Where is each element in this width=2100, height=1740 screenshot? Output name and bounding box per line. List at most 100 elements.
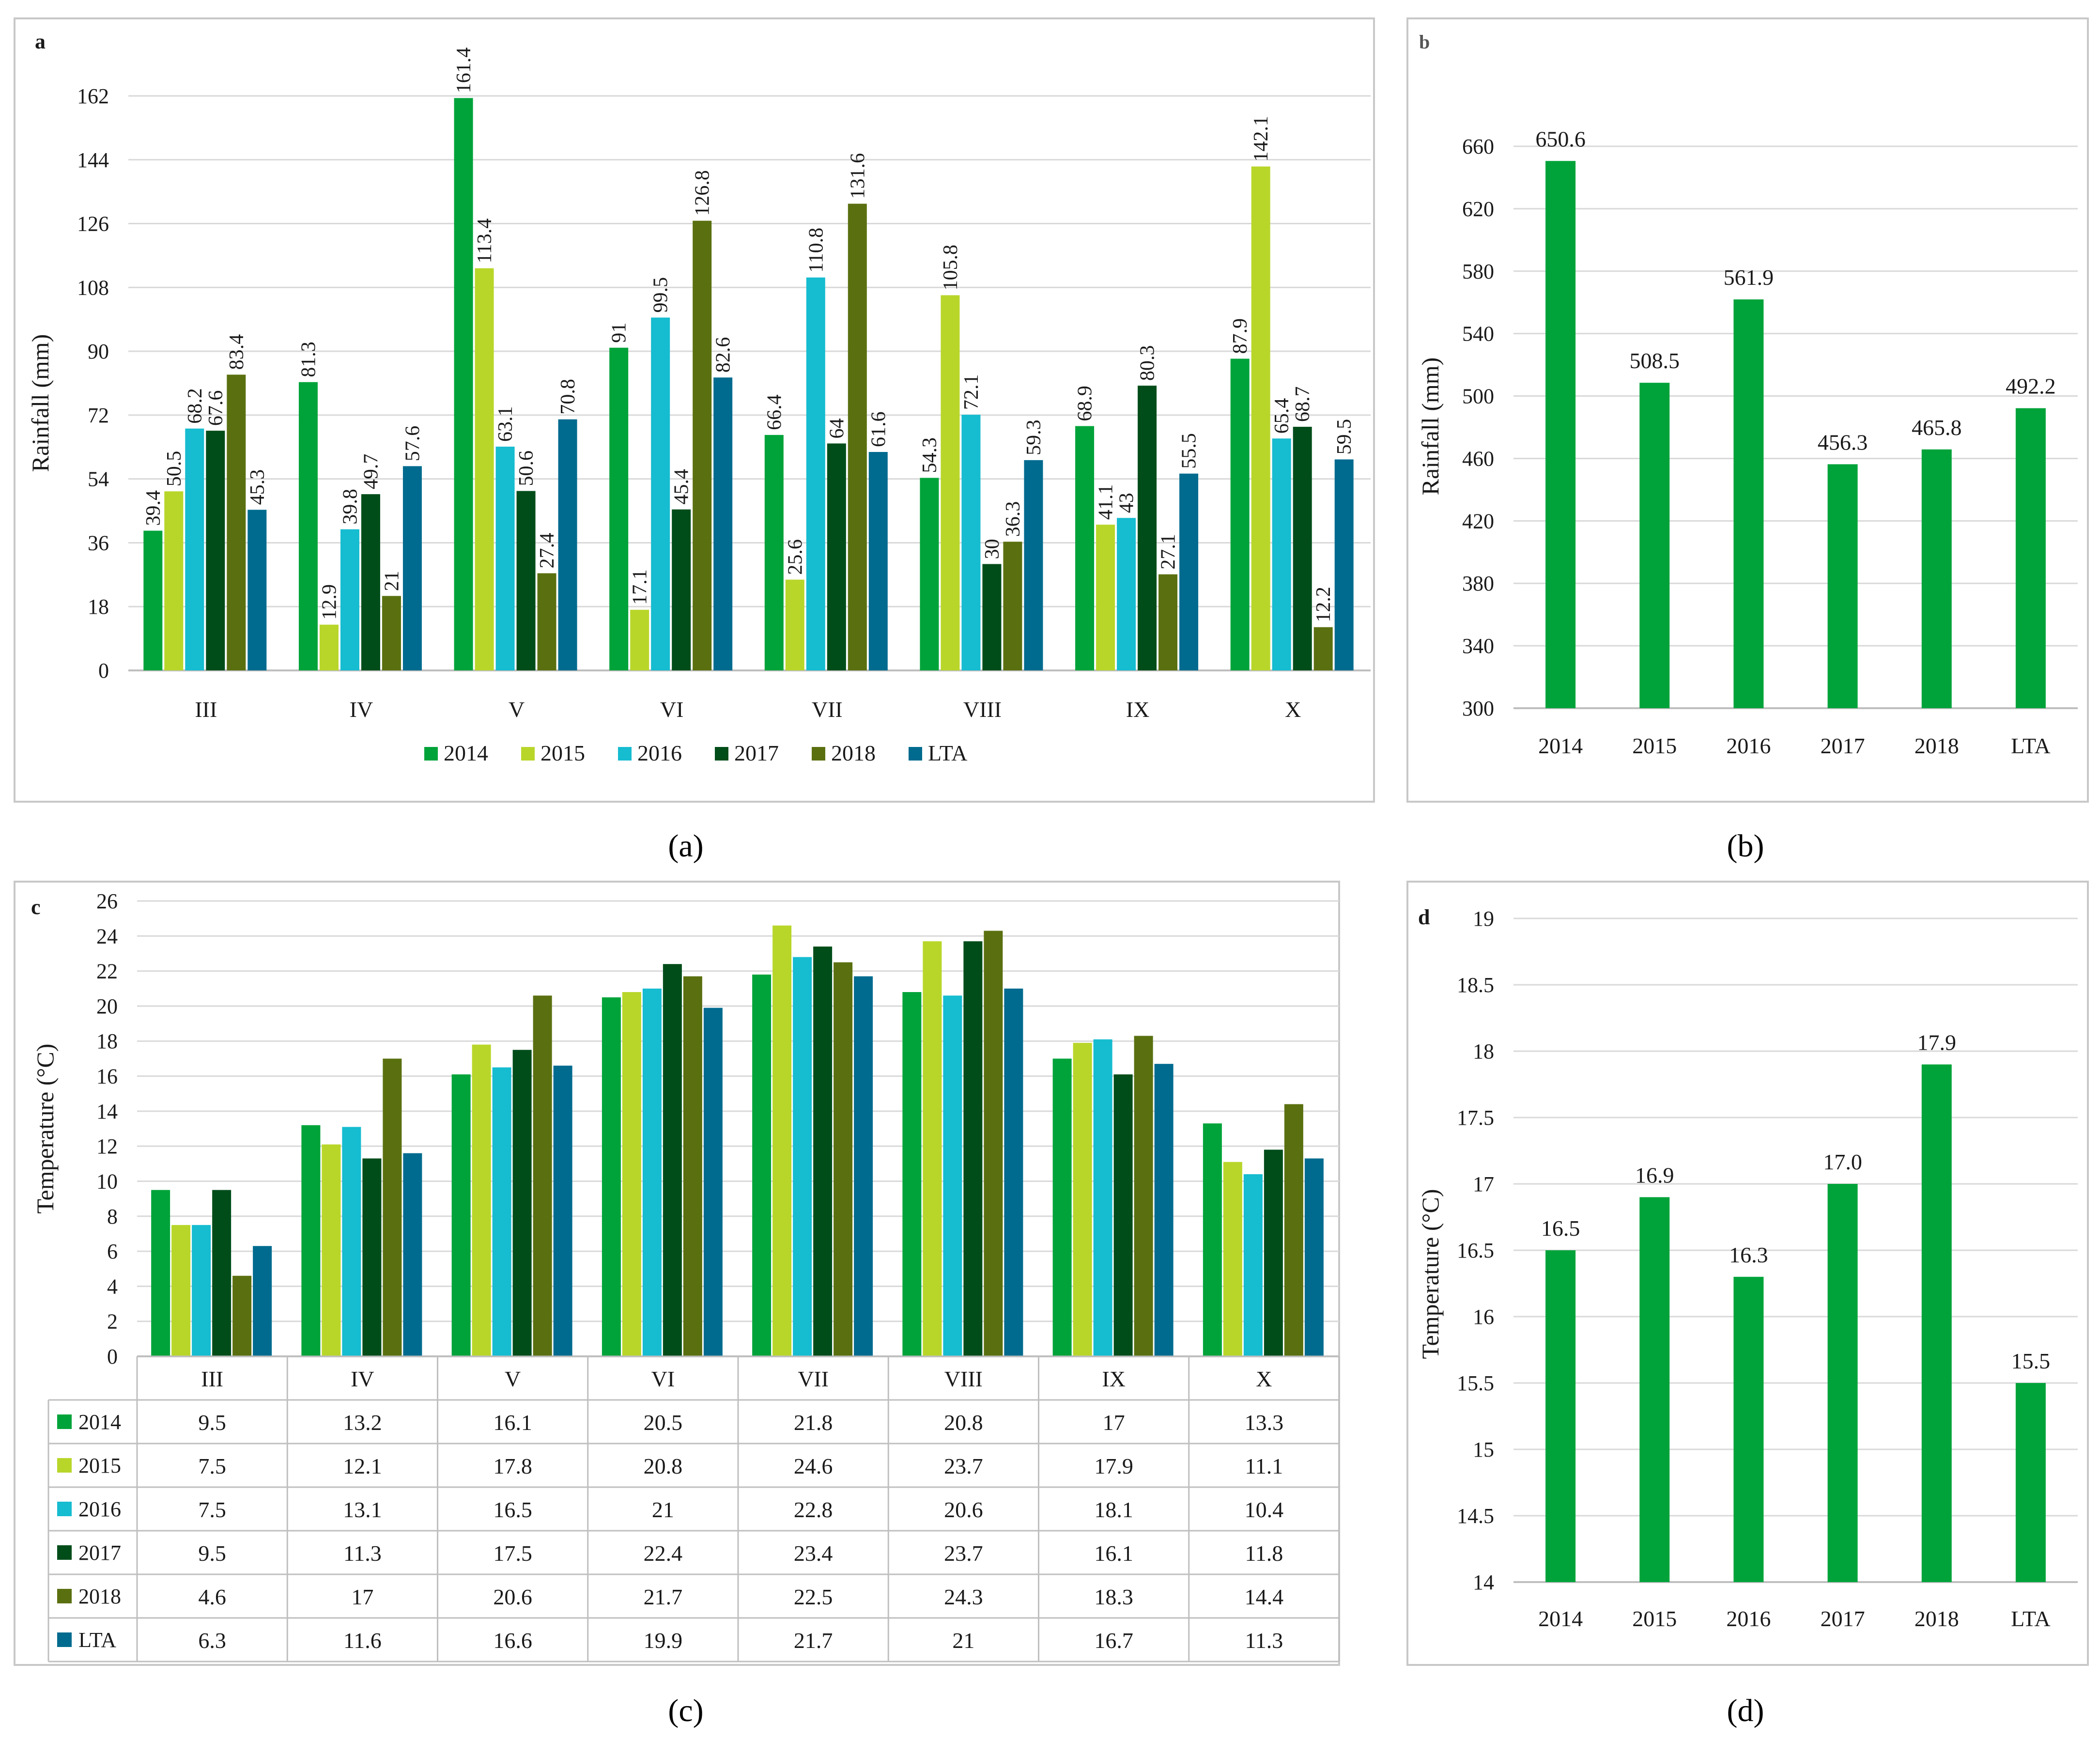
y-tick-label: 17.5 [1457, 1106, 1494, 1130]
bar-2018-iii [227, 374, 246, 670]
y-tick-label: 14 [1473, 1570, 1494, 1594]
panel-d-y-tick-labels: 14 14.5 15 15.5 16 16.5 17 17.5 18 18.5 19 [1457, 907, 1494, 1594]
table-cell: 13.1 [343, 1497, 382, 1522]
y-tick-label: 620 [1462, 197, 1494, 221]
bar-2014-x [1203, 1123, 1222, 1356]
category-label: 2016 [1726, 1606, 1771, 1631]
table-cell: 24.3 [944, 1585, 983, 1609]
bar-2018-viii [1003, 542, 1022, 670]
table-cell: 20.8 [944, 1410, 983, 1435]
bar-2018-vii [848, 203, 867, 671]
bar-2018-vii [834, 962, 853, 1356]
table-header-label: VI [651, 1367, 675, 1391]
bar-lta [2015, 1383, 2046, 1582]
y-tick-label: 16 [96, 1065, 118, 1088]
bar-2017-x [1293, 427, 1312, 670]
panel-b-data-labels: 650.6 508.5 561.9 456.3 465.8 492.2 [1535, 126, 2055, 454]
category-label: V [509, 697, 525, 722]
bar-2018-ix [1134, 1036, 1153, 1356]
bar-2016-x [1243, 1174, 1263, 1356]
y-tick-label: 162 [77, 84, 109, 108]
bar-lta-iii [253, 1246, 272, 1356]
category-label: IV [350, 697, 373, 722]
y-tick-label: 500 [1462, 385, 1494, 408]
data-label: 105.8 [940, 245, 962, 291]
bar-2016 [1733, 299, 1764, 708]
y-tick-label: 540 [1462, 322, 1494, 346]
bar-2017 [1827, 1184, 1858, 1582]
legend-swatch [521, 747, 535, 761]
y-tick-label: 126 [77, 212, 109, 236]
table-cell: 9.5 [198, 1410, 226, 1435]
data-label: 99.5 [650, 277, 672, 313]
panel-a-y-tick-labels: 0 18 36 54 72 90 108 126 144 162 [77, 84, 109, 683]
y-tick-label: 18 [88, 595, 109, 619]
bar-2015-iv [322, 1144, 341, 1356]
data-label: 17.9 [1917, 1030, 1957, 1055]
bar-2017-vii [813, 947, 833, 1356]
table-cell: 20.8 [644, 1454, 683, 1478]
table-cell: 9.5 [198, 1541, 226, 1566]
category-label: 2015 [1632, 733, 1677, 758]
bar-lta-iv [403, 1153, 422, 1356]
panel-d-data-labels: 16.5 16.9 16.3 17.0 17.9 15.5 [1541, 1030, 2050, 1373]
bar-2016-vi [642, 988, 662, 1356]
data-label: 81.3 [297, 342, 320, 377]
panel-b-bars [1545, 161, 2046, 709]
data-label: 16.5 [1541, 1216, 1580, 1241]
table-cell: 11.8 [1245, 1541, 1283, 1566]
table-row-label: 2017 [78, 1541, 121, 1565]
bar-2018-x [1284, 1104, 1303, 1356]
bar-2014-viii [920, 478, 939, 670]
bar-2015-viii [941, 295, 960, 670]
data-label: 57.6 [401, 426, 424, 462]
bar-2017-iv [362, 1158, 382, 1356]
bar-2014-iii [151, 1190, 170, 1356]
category-label: 2016 [1726, 733, 1771, 758]
table-legend-swatch [57, 1632, 72, 1647]
table-cell: 18.1 [1094, 1497, 1133, 1522]
table-legend-swatch [57, 1502, 72, 1516]
bar-lta-x [1334, 459, 1354, 670]
data-label: 50.5 [163, 451, 185, 487]
bar-2018-v [533, 995, 552, 1356]
bar-2016-viii [943, 995, 962, 1356]
table-cell: 17 [351, 1585, 373, 1609]
bar-2016-iv [340, 529, 359, 670]
bar-2015-vii [772, 925, 792, 1356]
data-label: 465.8 [1912, 415, 1962, 440]
bar-2015-ix [1096, 525, 1115, 670]
table-cell: 17.5 [493, 1541, 532, 1566]
legend-label: 2017 [734, 741, 779, 765]
bar-2014 [1545, 161, 1576, 709]
y-tick-label: 22 [96, 960, 118, 983]
data-label: 64 [826, 418, 848, 438]
bar-2017-ix [1113, 1074, 1133, 1356]
panel-a-legend: 2014 2015 2016 2017 2018 LTA [424, 741, 968, 765]
panel-b-category-labels: 2014 2015 2016 2017 2018 LTA [1538, 733, 2051, 758]
bar-2017-v [516, 491, 536, 670]
y-tick-label: 10 [96, 1169, 118, 1193]
table-cell: 21 [652, 1497, 674, 1522]
bar-2016-vii [806, 277, 825, 670]
y-tick-label: 0 [98, 659, 109, 683]
bar-2018 [1921, 1064, 1952, 1582]
bar-2017-vi [672, 509, 691, 670]
data-label: 27.4 [536, 533, 558, 569]
bar-2016 [1733, 1276, 1764, 1582]
panel-b-rainfall-total: b Rainfall (mm) 300 340 380 420 460 500 540 580… [1406, 17, 2089, 803]
y-tick-label: 18 [1473, 1040, 1494, 1063]
y-tick-label: 380 [1462, 572, 1494, 595]
data-label: 65.4 [1271, 398, 1293, 434]
data-label: 16.3 [1729, 1243, 1768, 1267]
category-label: VIII [963, 697, 1002, 722]
bar-2016-vi [651, 317, 670, 670]
bar-2014-iii [143, 530, 163, 670]
panel-c-bars [151, 925, 1324, 1356]
category-label: 2017 [1821, 733, 1865, 758]
data-label: 55.5 [1178, 433, 1201, 469]
data-label: 21 [381, 571, 403, 591]
data-label: 45.3 [247, 469, 269, 505]
bar-2018-iii [232, 1275, 252, 1356]
bar-2014-iv [301, 1125, 321, 1356]
